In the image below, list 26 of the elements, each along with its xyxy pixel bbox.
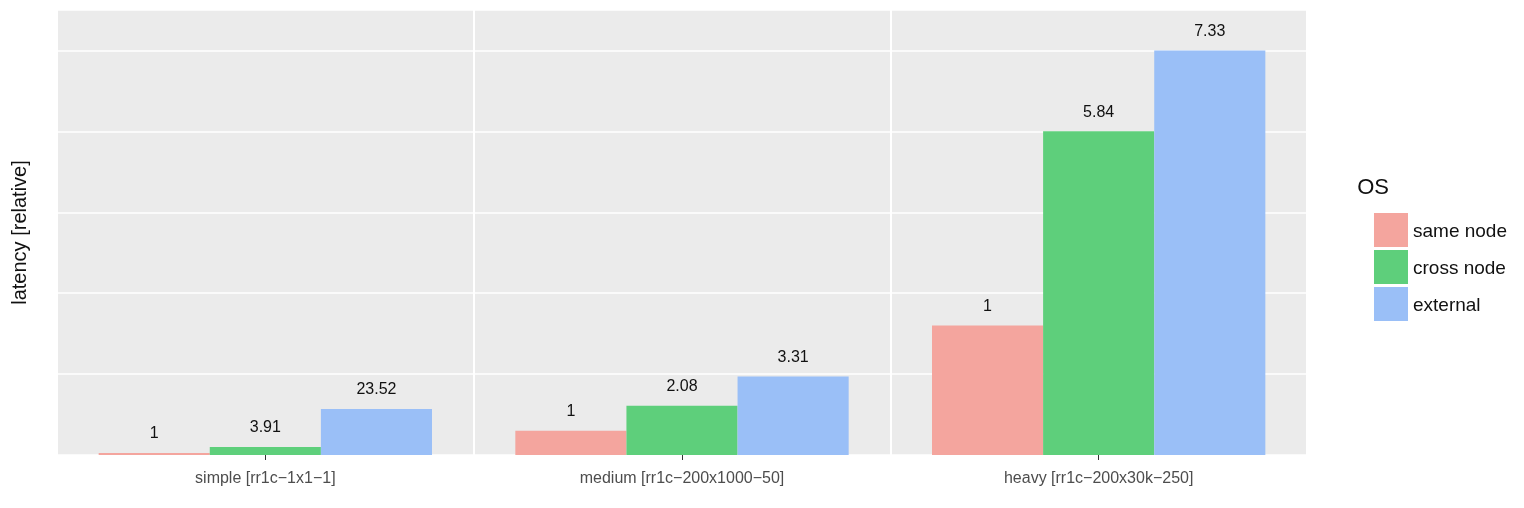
bar xyxy=(209,446,321,455)
annotation: 3.91 xyxy=(249,418,282,436)
text: 7.33 xyxy=(1194,21,1226,39)
x-tick-label: simple [rr1c−1x1−1] xyxy=(195,468,336,486)
y-axis-title: latency [relative] xyxy=(8,160,30,305)
bar xyxy=(320,408,432,455)
bar xyxy=(1154,50,1266,455)
legend-title: OS xyxy=(1357,173,1390,199)
bar xyxy=(932,325,1044,455)
annotation: 23.52 xyxy=(356,380,397,398)
annotation: 2.08 xyxy=(666,377,698,395)
bar xyxy=(98,452,210,455)
x-tick-label: heavy [rr1c−200x30k−250] xyxy=(1003,468,1194,486)
x-tick-label: medium [rr1c−200x1000−50] xyxy=(579,468,785,486)
annotation: 5.84 xyxy=(1083,102,1115,120)
annotation: 3.31 xyxy=(777,348,809,366)
legend-label: cross node xyxy=(1412,256,1506,278)
bar xyxy=(626,405,738,455)
bar xyxy=(515,430,627,455)
annotation: 1 xyxy=(149,424,159,442)
annotation: 1 xyxy=(566,402,576,420)
annotation: 1 xyxy=(983,297,993,315)
legend-label: same node xyxy=(1412,219,1508,241)
legend-label: external xyxy=(1412,293,1481,315)
bar xyxy=(1043,131,1155,455)
bar xyxy=(737,376,849,455)
